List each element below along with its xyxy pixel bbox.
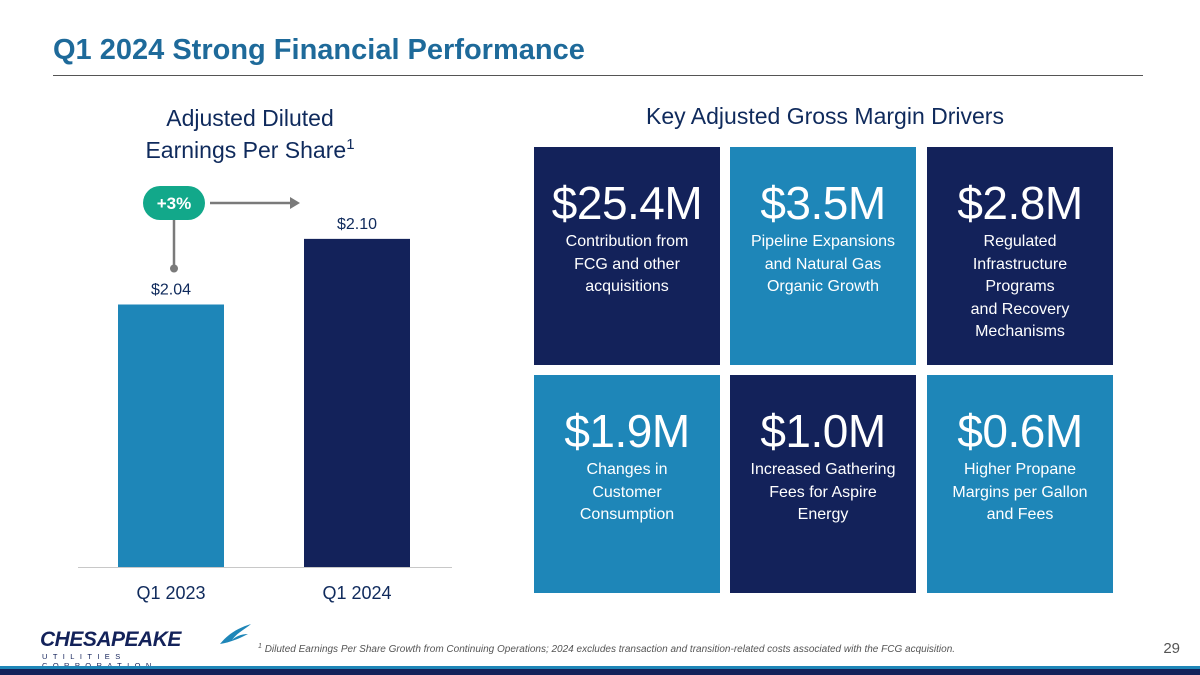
bottom-bar-navy <box>0 666 1200 675</box>
driver-description-line: Changes in <box>586 461 668 478</box>
logo-bird-icon <box>220 624 251 644</box>
drivers-heading: Key Adjusted Gross Margin Drivers <box>646 103 1004 129</box>
driver-tile: $2.8M Regulated Infrastructure Programs and … <box>927 147 1113 365</box>
driver-amount: $3.5M <box>760 177 886 229</box>
driver-description-line: Energy <box>797 506 849 523</box>
data-label-q1-2023: $2.04 <box>151 282 191 299</box>
driver-description: Changes in Customer Consumption <box>543 459 711 527</box>
driver-description-line: and Fees <box>986 506 1054 523</box>
driver-amount: $1.9M <box>564 405 690 457</box>
driver-description-line: Regulated <box>983 233 1057 250</box>
driver-description: Contribution from FCG and other acquisitio… <box>543 231 711 299</box>
logo-subline: UTILITIES CORPORATION <box>42 652 151 670</box>
driver-tile: $1.9M Changes in Customer Consumption <box>534 375 720 593</box>
eps-heading-footnote-marker: 1 <box>346 136 355 153</box>
bar-q1-2023 <box>118 304 224 567</box>
driver-description-line: acquisitions <box>585 278 669 295</box>
x-tick-label-q1-2024: Q1 2024 <box>322 583 391 603</box>
driver-amount: $1.0M <box>760 405 886 457</box>
driver-description-line: Higher Propane <box>963 461 1077 478</box>
driver-description-line: Increased Gathering <box>750 461 896 478</box>
driver-description-line: Margins per Gallon <box>952 483 1088 501</box>
growth-badge-label: +3% <box>157 194 192 213</box>
eps-heading-line1: Adjusted Diluted <box>166 105 334 131</box>
driver-description-line: Programs <box>985 278 1055 295</box>
bottom-accent-bar <box>0 666 1200 675</box>
driver-description-line: Fees for Aspire <box>769 483 877 501</box>
driver-tile: $3.5M Pipeline Expansions and Natural Gas O… <box>730 147 916 365</box>
growth-arrowhead <box>290 197 300 209</box>
driver-amount: $2.8M <box>957 177 1083 229</box>
driver-description-line: Mechanisms <box>975 323 1065 340</box>
eps-bar-chart: $2.04 Q1 2023 $2.10 Q1 2024 +3% <box>78 186 452 603</box>
footnote-marker: 1 <box>258 643 262 650</box>
driver-description-line: Customer <box>592 483 662 501</box>
eps-heading-line2: Earnings Per Share <box>145 137 347 163</box>
driver-description: Increased Gathering Fees for Aspire Energy <box>739 459 907 527</box>
driver-tile: $1.0M Increased Gathering Fees for Aspire E… <box>730 375 916 593</box>
logo-wordmark: CHESAPEAKE <box>40 628 181 651</box>
driver-description-line: Contribution from <box>565 233 689 250</box>
driver-description-line: Organic Growth <box>766 278 880 295</box>
footnote: 1 Diluted Earnings Per Share Growth from… <box>258 643 956 655</box>
slide-title: Q1 2024 Strong Financial Performance <box>53 34 585 66</box>
driver-description-line: Consumption <box>579 506 675 523</box>
driver-description: Regulated Infrastructure Programs and Recov… <box>936 231 1104 344</box>
title-divider <box>53 75 1143 76</box>
driver-description: Higher Propane Margins per Gallon and Fees <box>936 459 1104 527</box>
driver-tile: $25.4M Contribution from FCG and other acqu… <box>534 147 720 365</box>
driver-tile: $0.6M Higher Propane Margins per Gallon and… <box>927 375 1113 593</box>
driver-description: Pipeline Expansions and Natural Gas Organi… <box>739 231 907 299</box>
growth-connector-dot <box>170 264 178 273</box>
page-number: 29 <box>1163 640 1180 657</box>
driver-amount: $0.6M <box>957 405 1083 457</box>
company-logo: CHESAPEAKE UTILITIES CORPORATION <box>40 622 251 670</box>
bottom-bar-blue <box>0 666 1200 669</box>
bar-q1-2024 <box>304 238 410 567</box>
x-tick-label-q1-2023: Q1 2023 <box>136 583 205 603</box>
driver-description-line: Infrastructure <box>972 255 1068 273</box>
growth-badge <box>143 186 205 220</box>
driver-description-line: Pipeline Expansions <box>750 233 896 250</box>
driver-description-line: FCG and other <box>574 255 680 273</box>
footnote-text: Diluted Earnings Per Share Growth from C… <box>264 644 956 655</box>
driver-description-line: and Recovery <box>970 300 1070 318</box>
data-label-q1-2024: $2.10 <box>337 216 377 233</box>
eps-chart-heading: Adjusted Diluted Earnings Per Share1 <box>100 102 400 166</box>
driver-amount: $25.4M <box>551 177 703 229</box>
driver-description-line: and Natural Gas <box>764 255 882 273</box>
